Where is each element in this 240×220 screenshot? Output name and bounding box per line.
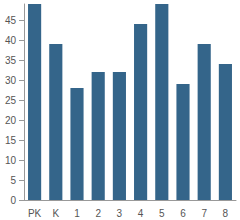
svg-text:0: 0 [10,195,16,206]
svg-text:10: 10 [5,155,17,166]
svg-text:45: 45 [5,15,17,26]
svg-text:6: 6 [180,208,186,219]
svg-text:1: 1 [74,208,80,219]
svg-text:20: 20 [5,115,17,126]
svg-text:15: 15 [5,135,17,146]
svg-text:5: 5 [10,175,16,186]
svg-text:40: 40 [5,35,17,46]
svg-text:2: 2 [95,208,101,219]
svg-text:7: 7 [201,208,207,219]
svg-text:35: 35 [5,55,17,66]
svg-text:30: 30 [5,75,17,86]
svg-text:3: 3 [117,208,123,219]
svg-text:5: 5 [159,208,165,219]
svg-text:4: 4 [138,208,144,219]
svg-text:25: 25 [5,95,17,106]
svg-text:PK: PK [28,208,42,219]
svg-text:8: 8 [223,208,229,219]
svg-text:K: K [52,208,59,219]
